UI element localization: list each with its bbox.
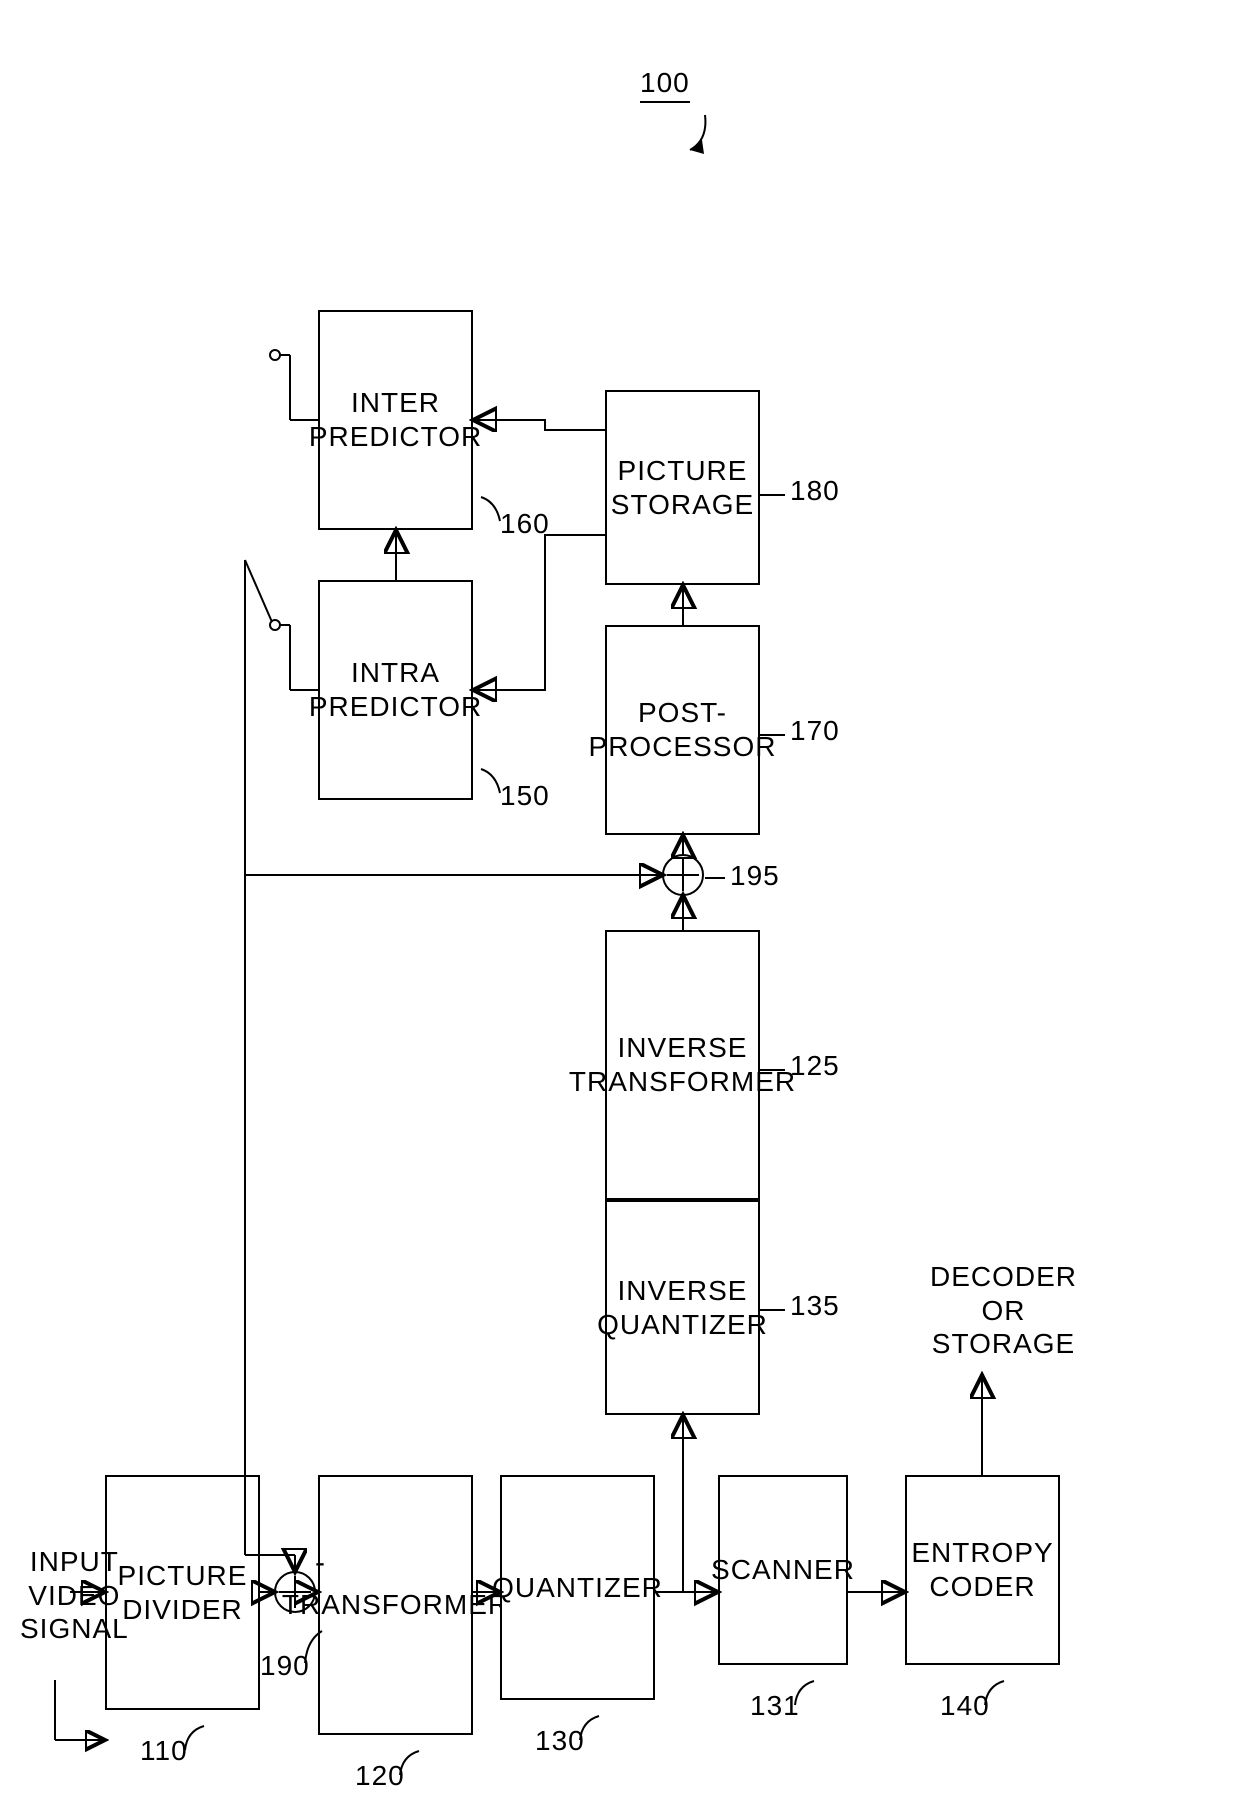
label-inverse-quantizer: INVERSEQUANTIZER xyxy=(597,1274,768,1341)
ref-quantizer: 130 xyxy=(535,1725,585,1757)
label-quantizer: QUANTIZER xyxy=(492,1571,663,1605)
label-scanner: SCANNER xyxy=(711,1553,855,1587)
ref-transformer: 120 xyxy=(355,1760,405,1792)
ref-picture-storage: 180 xyxy=(790,475,840,507)
block-inverse-transformer: INVERSETRANSFORMER xyxy=(605,930,760,1200)
label-post-processor: POST-PROCESSOR xyxy=(589,696,777,763)
diagram-canvas: 100 PICTUREDIVIDER 110 TRANSFORMER 120 Q… xyxy=(0,0,1240,1805)
block-entropy-coder: ENTROPYCODER xyxy=(905,1475,1060,1665)
ref-system: 100 xyxy=(640,67,690,99)
ref-subtractor: 190 xyxy=(260,1650,310,1682)
label-entropy-coder: ENTROPYCODER xyxy=(911,1536,1053,1603)
ref-adder: 195 xyxy=(730,860,780,892)
block-inverse-quantizer: INVERSEQUANTIZER xyxy=(605,1200,760,1415)
label-inter-predictor: INTERPREDICTOR xyxy=(309,386,482,453)
minus-sign: - xyxy=(315,1545,326,1581)
input-label: INPUTVIDEOSIGNAL xyxy=(20,1545,129,1646)
ref-entropy-coder: 140 xyxy=(940,1690,990,1722)
block-inter-predictor: INTERPREDICTOR xyxy=(318,310,473,530)
block-quantizer: QUANTIZER xyxy=(500,1475,655,1700)
block-picture-storage: PICTURESTORAGE xyxy=(605,390,760,585)
ref-system-num: 100 xyxy=(640,67,690,98)
ref-scanner: 131 xyxy=(750,1690,800,1722)
ref-picture-divider: 110 xyxy=(140,1735,188,1767)
ref-inverse-quantizer: 135 xyxy=(790,1290,840,1322)
ref-inverse-transformer: 125 xyxy=(790,1050,840,1082)
block-intra-predictor: INTRAPREDICTOR xyxy=(318,580,473,800)
label-transformer: TRANSFORMER xyxy=(282,1588,509,1622)
block-post-processor: POST-PROCESSOR xyxy=(605,625,760,835)
ref-inter-predictor: 160 xyxy=(500,508,550,540)
label-picture-storage: PICTURESTORAGE xyxy=(611,454,754,521)
block-scanner: SCANNER xyxy=(718,1475,848,1665)
block-transformer: TRANSFORMER xyxy=(318,1475,473,1735)
label-picture-divider: PICTUREDIVIDER xyxy=(118,1559,248,1626)
ref-intra-predictor: 150 xyxy=(500,780,550,812)
ref-post-processor: 170 xyxy=(790,715,840,747)
label-intra-predictor: INTRAPREDICTOR xyxy=(309,656,482,723)
output-label: DECODERORSTORAGE xyxy=(930,1260,1077,1361)
